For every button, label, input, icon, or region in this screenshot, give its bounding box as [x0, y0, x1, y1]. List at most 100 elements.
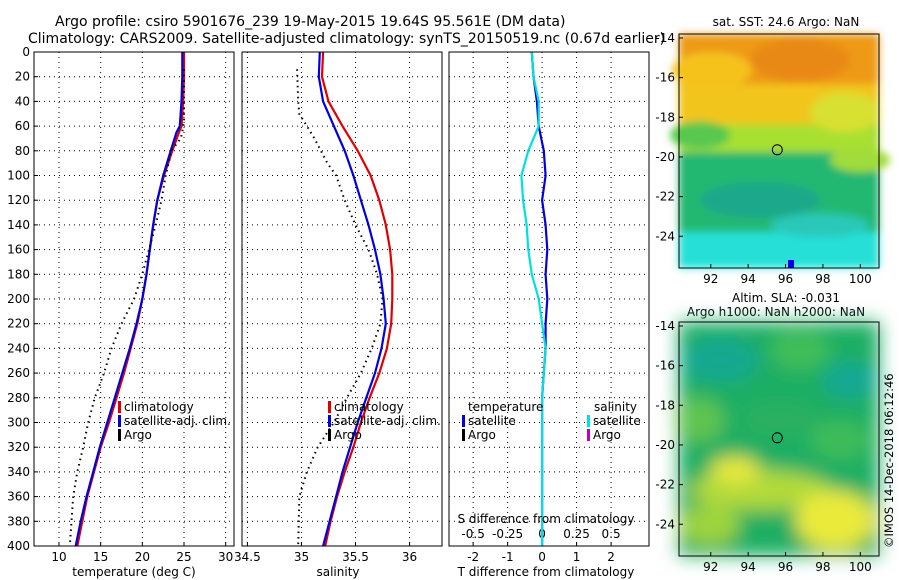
- sla-map-ticks: 92 94 96 98 100 -14 -16 -18 -20 -22 -24: [655, 319, 871, 574]
- legend-satellite-label: satellite-adj. clim.: [124, 414, 231, 428]
- x-tick-label: 30: [218, 550, 233, 564]
- y-tick-label: 380: [7, 514, 30, 528]
- difference-legend: temperature satellite Argo salinity sate…: [462, 400, 641, 442]
- map-y-tick-label: -18: [655, 398, 675, 412]
- map-y-tick-label: -20: [655, 438, 675, 452]
- x-tick-label: 0: [538, 550, 546, 564]
- x-tick-label: 35.5: [342, 550, 369, 564]
- x-tick-label: 25: [176, 550, 191, 564]
- x-tick-label: 10: [51, 550, 66, 564]
- x-tick-label: -1: [502, 550, 514, 564]
- map-y-tick-label: -24: [655, 229, 675, 243]
- legend-climatology-swatch: [118, 401, 121, 413]
- legend-salinity-title: salinity: [594, 400, 637, 414]
- sst-map-frame: [678, 33, 880, 269]
- y-tick-label: 140: [7, 218, 30, 232]
- y-tick-label: 340: [7, 465, 30, 479]
- sla-map-image: [676, 322, 879, 556]
- sst-map-argo-marker: [771, 144, 783, 156]
- y-tick-label: 100: [7, 169, 30, 183]
- map-x-tick-label: 98: [815, 560, 830, 574]
- map-x-tick-label: 100: [849, 560, 872, 574]
- header-line2: Climatology: CARS2009. Satellite-adjuste…: [28, 31, 665, 47]
- x2-tick-label: -0.5: [461, 527, 484, 541]
- map-y-tick-label: -22: [655, 190, 675, 204]
- x-tick-label: 34.5: [234, 550, 261, 564]
- y-tick-label: 0: [22, 45, 30, 59]
- legend-satellite-swatch: [118, 415, 121, 427]
- map-y-tick-label: -22: [655, 478, 675, 492]
- y-tick-label: 200: [7, 292, 30, 306]
- map-y-tick-label: -14: [655, 31, 675, 45]
- x-tick-label: 2: [607, 550, 615, 564]
- temperature-y-ticks: 0 20 40 60 80 100 120 140 160 180 200 220 240 260 280 3…: [7, 45, 38, 553]
- map-y-tick-label: -18: [655, 110, 675, 124]
- legend-climatology-label: climatology: [334, 400, 404, 414]
- salinity-legend: climatology satellite-adj. clim. Argo: [328, 400, 441, 442]
- salinity-panel: 34.5 35 35.5 36 climatology satellite-adj. …: [234, 51, 443, 579]
- temperature-xlabel: temperature (deg C): [72, 565, 195, 579]
- sst-cold-patch: [788, 260, 794, 268]
- y-tick-label: 240: [7, 341, 30, 355]
- temperature-argo-line: [68, 69, 185, 546]
- legend-satellite-swatch: [328, 415, 331, 427]
- legend-t-argo-swatch: [462, 429, 465, 441]
- temperature-panel: 0 20 40 60 80 100 120 140 160 180 200 220 240 260 280 3…: [7, 45, 235, 579]
- sla-map-frame: [678, 321, 880, 557]
- salinity-climatology-line: [320, 52, 394, 546]
- sst-map: sat. SST: 24.6 Argo: NaN 92 94 96 98 100 -14 -…: [655, 15, 890, 286]
- difference-xlabel: T difference from climatology: [457, 565, 635, 579]
- temperature-legend: climatology satellite-adj. clim. Argo: [118, 400, 231, 442]
- y-tick-label: 60: [15, 119, 30, 133]
- map-y-tick-label: -20: [655, 150, 675, 164]
- x-tick-label: 1: [573, 550, 581, 564]
- legend-argo-swatch: [118, 429, 121, 441]
- sla-map: Altim. SLA: -0.031 Argo h1000: NaN h2000…: [655, 291, 880, 574]
- map-x-tick-label: 96: [778, 272, 793, 286]
- y-tick-label: 120: [7, 193, 30, 207]
- sla-map-title: Altim. SLA: -0.031: [732, 291, 840, 305]
- x-tick-label: 20: [135, 550, 150, 564]
- x-tick-label: 15: [93, 550, 108, 564]
- y-tick-label: 400: [7, 539, 30, 553]
- legend-s-satellite-swatch: [587, 415, 590, 427]
- legend-s-argo-swatch: [587, 429, 590, 441]
- legend-t-argo-label: Argo: [468, 428, 496, 442]
- legend-t-satellite-swatch: [462, 415, 465, 427]
- map-x-tick-label: 98: [815, 272, 830, 286]
- sla-map-title2: Argo h1000: NaN h2000: NaN: [687, 305, 865, 319]
- legend-argo-label: Argo: [124, 428, 152, 442]
- salinity-xlabel: salinity: [316, 565, 359, 579]
- difference-axes-box: [448, 51, 650, 547]
- x-tick-label: -2: [467, 550, 479, 564]
- header-line1: Argo profile: csiro 5901676_239 19-May-2…: [55, 14, 565, 30]
- y-tick-label: 260: [7, 366, 30, 380]
- map-y-tick-label: -16: [655, 71, 675, 85]
- temperature-x-ticks: 10 15 20 25 30: [51, 550, 233, 564]
- map-x-tick-label: 94: [741, 272, 756, 286]
- difference-panel: -2 -1 0 1 2 -0.5 -0.25 0 0.25 0.5 temperature sa…: [448, 51, 650, 579]
- y-tick-label: 360: [7, 490, 30, 504]
- y-tick-label: 320: [7, 440, 30, 454]
- salinity-argo-line: [296, 69, 384, 546]
- salinity-satellite-line: [317, 52, 387, 546]
- y-tick-label: 80: [15, 144, 30, 158]
- map-y-tick-label: -14: [655, 319, 675, 333]
- difference-salinity-satellite-line: [520, 52, 547, 546]
- map-x-tick-label: 94: [741, 560, 756, 574]
- difference-x2label: S difference from climatology: [458, 512, 635, 526]
- x-tick-label: 35: [294, 550, 309, 564]
- salinity-axes-box: [241, 51, 443, 547]
- y-tick-label: 220: [7, 317, 30, 331]
- legend-temperature-title: temperature: [468, 400, 543, 414]
- legend-satellite-label: satellite-adj. clim.: [334, 414, 441, 428]
- legend-s-argo-label: Argo: [593, 428, 621, 442]
- legend-argo-label: Argo: [334, 428, 362, 442]
- y-tick-label: 180: [7, 267, 30, 281]
- x2-tick-label: -0.25: [492, 527, 523, 541]
- sst-map-ticks: 92 94 96 98 100 -14 -16 -18 -20 -22 -24: [655, 31, 871, 286]
- legend-climatology-label: climatology: [124, 400, 194, 414]
- legend-t-satellite-label: satellite: [468, 414, 516, 428]
- map-x-tick-label: 92: [703, 272, 718, 286]
